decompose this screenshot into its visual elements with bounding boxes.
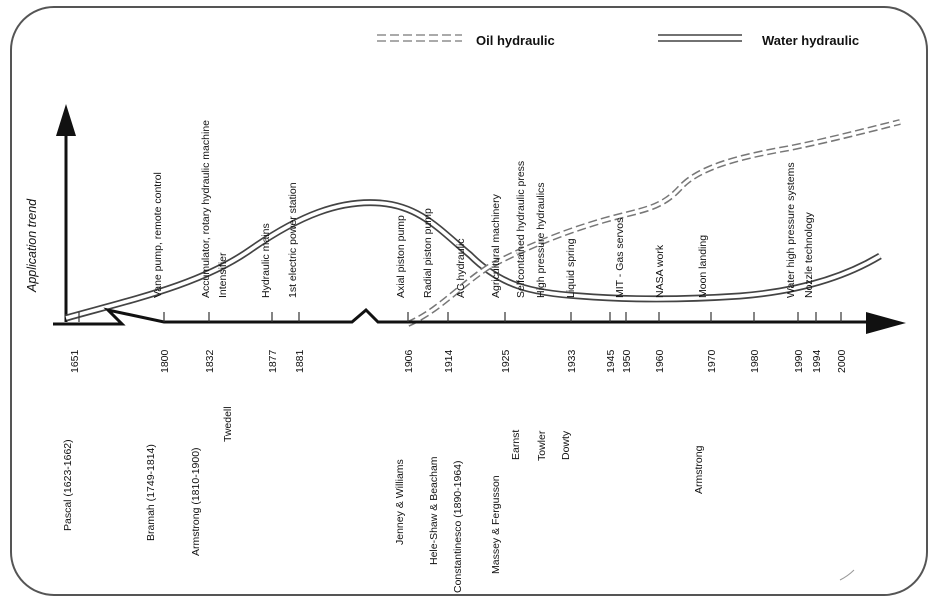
year-label: 1906	[403, 349, 415, 373]
people-labels: Pascal (1623-1662) Bramah (1749-1814) Arms…	[62, 406, 705, 593]
y-axis-arrow-icon	[56, 104, 76, 136]
person-label: Massey & Fergusson	[490, 475, 502, 574]
year-label: 1832	[204, 349, 216, 373]
legend-oil-label: Oil hydraulic	[476, 33, 555, 48]
legend-water-label: Water hydraulic	[762, 33, 859, 48]
event-label: Water high pressure systems	[785, 162, 797, 298]
event-label: Moon landing	[697, 235, 709, 298]
legend-water-swatch	[658, 34, 742, 42]
person-label: Dowty	[560, 430, 572, 460]
event-label: 1st electric power station	[287, 182, 299, 298]
person-label: Pascal (1623-1662)	[62, 439, 74, 531]
water-hydraulic-curve	[65, 199, 882, 322]
person-label: Armstrong	[693, 445, 705, 494]
event-label: Selfcontained hydraulic press	[515, 161, 527, 298]
event-label: Accumulator, rotary hydraulic machine	[200, 120, 212, 298]
event-label: Vane pump, remote control	[152, 172, 164, 298]
event-label: MIT - Gas servos	[614, 218, 626, 298]
person-label: Constantinesco (1890-1964)	[452, 460, 464, 593]
person-label: Jenney & Williams	[394, 459, 406, 545]
event-labels: Vane pump, remote control Accumulator, ro…	[152, 120, 815, 298]
year-label: 1960	[654, 349, 666, 373]
event-label: Radial piston pump	[422, 208, 434, 298]
event-label: High pressure hydraulics	[535, 182, 547, 298]
year-label: 1800	[159, 349, 171, 373]
year-labels: 1651 1800 1832 1877 1881 1906 1914 1925 1933 1945…	[69, 349, 848, 373]
year-label: 1651	[69, 349, 81, 373]
y-axis	[56, 104, 76, 322]
event-label: Hydraulic mains	[260, 223, 272, 298]
person-label: Twedell	[222, 406, 234, 442]
event-label: Axial piston pump	[395, 215, 407, 298]
year-label: 1994	[811, 349, 823, 373]
year-label: 1914	[443, 349, 455, 373]
person-label: Hele-Shaw & Beacham	[428, 456, 440, 565]
year-label: 1933	[566, 349, 578, 373]
year-label: 1990	[793, 349, 805, 373]
year-label: 1950	[621, 349, 633, 373]
diagram-frame	[10, 6, 928, 596]
y-axis-label: Application trend	[25, 198, 39, 293]
event-label: AC hydraulic	[455, 238, 467, 298]
oil-hydraulic-curve	[406, 119, 901, 327]
event-label: Intensifier	[217, 252, 229, 298]
legend: Oil hydraulic Water hydraulic	[377, 33, 859, 48]
legend-oil-swatch	[377, 34, 462, 42]
year-label: 2000	[836, 349, 848, 373]
year-label: 1945	[605, 349, 617, 373]
year-label: 1925	[500, 349, 512, 373]
year-label: 1980	[749, 349, 761, 373]
year-label: 1877	[267, 349, 279, 373]
person-label: Armstrong (1810-1900)	[190, 447, 202, 556]
x-axis-arrow-icon	[866, 312, 906, 334]
event-label: Agricultural machinery	[490, 193, 502, 298]
person-label: Earnst	[510, 430, 522, 460]
person-label: Bramah (1749-1814)	[145, 444, 157, 541]
event-label: NASA work	[654, 244, 666, 298]
year-label: 1970	[706, 349, 718, 373]
x-axis-ticks	[78, 312, 842, 322]
person-label: Towler	[536, 430, 548, 461]
event-label: Liquid spring	[565, 238, 577, 298]
event-label: Nozzle technology	[803, 211, 815, 298]
year-label: 1881	[294, 349, 306, 373]
x-axis	[53, 307, 906, 334]
